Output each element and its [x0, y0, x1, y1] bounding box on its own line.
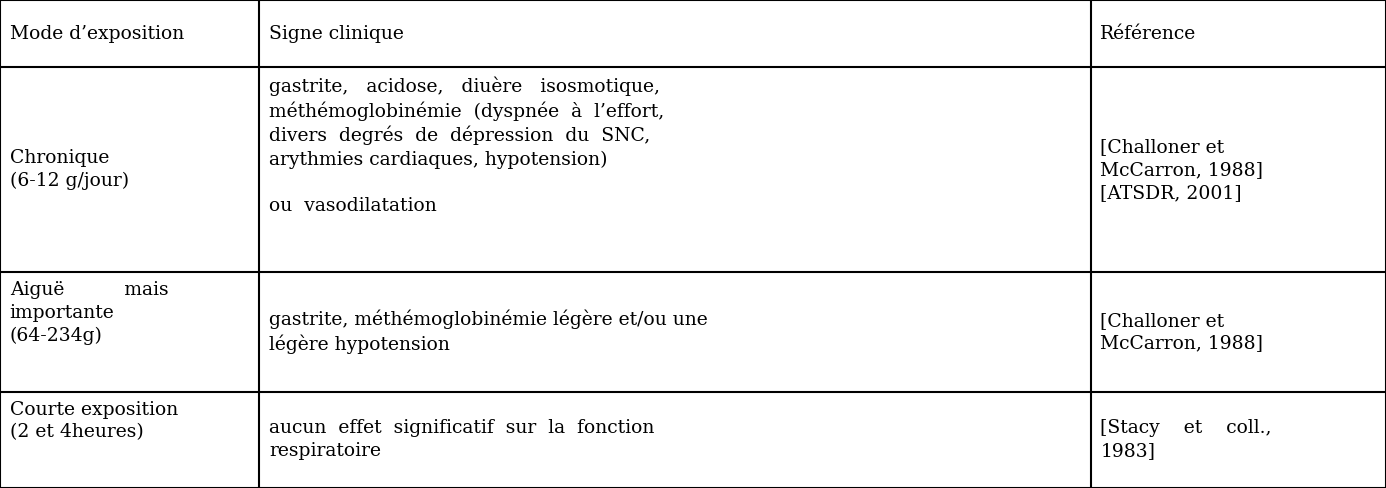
Text: Référence: Référence — [1100, 25, 1196, 42]
Text: [Stacy    et    coll.,
1983]: [Stacy et coll., 1983] — [1100, 420, 1272, 460]
Text: Mode d’exposition: Mode d’exposition — [10, 25, 184, 42]
Text: gastrite, méthémoglobinémie légère et/ou une
légère hypotension: gastrite, méthémoglobinémie légère et/ou… — [269, 310, 708, 354]
Text: [Challoner et
McCarron, 1988]: [Challoner et McCarron, 1988] — [1100, 312, 1264, 352]
Text: [Challoner et
McCarron, 1988]
[ATSDR, 2001]: [Challoner et McCarron, 1988] [ATSDR, 20… — [1100, 138, 1264, 202]
Text: Signe clinique: Signe clinique — [269, 25, 403, 42]
Text: aucun  effet  significatif  sur  la  fonction
respiratoire: aucun effet significatif sur la fonction… — [269, 420, 654, 460]
Text: Chronique
(6-12 g/jour): Chronique (6-12 g/jour) — [10, 149, 129, 190]
Text: Courte exposition
(2 et 4heures): Courte exposition (2 et 4heures) — [10, 401, 177, 442]
Text: gastrite,   acidose,   diuère   isosmotique,
méthémoglobinémie  (dyspnée  à  l’e: gastrite, acidose, diuère isosmotique, m… — [269, 76, 664, 215]
Text: Aiguë          mais
importante
(64-234g): Aiguë mais importante (64-234g) — [10, 281, 168, 345]
